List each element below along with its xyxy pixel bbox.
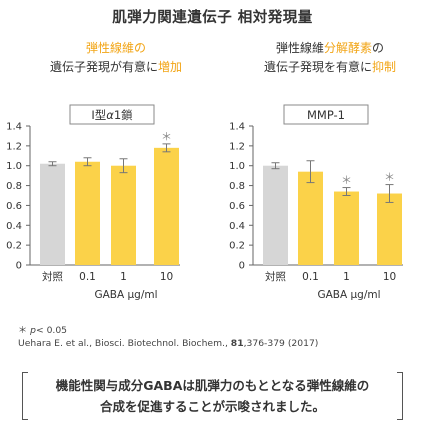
y-tick-label: 0 bbox=[239, 261, 245, 272]
y-tick-label: 0.2 bbox=[229, 241, 245, 252]
bar-gaba bbox=[298, 171, 323, 265]
x-category-label: 1 bbox=[343, 271, 350, 283]
significance-note-p: p bbox=[30, 325, 36, 336]
significance-note-symbol: ＊ bbox=[18, 325, 28, 336]
y-tick-label: 1.0 bbox=[229, 161, 245, 172]
gene-title-part: MMP-1 bbox=[307, 108, 345, 122]
citation-prefix: Uehara E. et al., Biosci. Biotechnol. Bi… bbox=[18, 338, 231, 349]
bar-gaba bbox=[111, 165, 136, 265]
chart-subtitle-segment: の bbox=[372, 41, 384, 55]
gene-title: MMP-1 bbox=[307, 108, 345, 122]
conclusion-line-1: 機能性関与成分GABAは肌弾力のもととなる弾性線維の bbox=[55, 378, 370, 393]
y-tick-label: 1.4 bbox=[229, 122, 245, 133]
citation: Uehara E. et al., Biosci. Biotechnol. Bi… bbox=[18, 338, 318, 349]
bar-control bbox=[40, 163, 65, 265]
y-tick-label: 0.4 bbox=[229, 221, 245, 232]
y-tick-label: 1.0 bbox=[6, 161, 22, 172]
left-bracket bbox=[22, 372, 28, 420]
y-tick-label: 0.4 bbox=[6, 221, 22, 232]
x-category-label: 対照 bbox=[265, 270, 286, 283]
gene-title-box bbox=[283, 104, 369, 125]
x-axis-label: GABA μg/ml bbox=[94, 289, 157, 301]
significance-marker: ＊ bbox=[341, 174, 352, 187]
gene-title-box bbox=[69, 104, 155, 125]
citation-volume: 81 bbox=[230, 338, 244, 349]
y-tick-label: 0.8 bbox=[229, 181, 245, 192]
bar-gaba bbox=[334, 191, 359, 265]
chart-subtitle-line: 遺伝子発現が有意に増加 bbox=[50, 59, 182, 74]
gene-title: I型α1鎖 bbox=[91, 108, 133, 122]
bar-gaba bbox=[154, 147, 179, 265]
chart-subtitle-segment: 弾性線維の bbox=[86, 40, 146, 55]
gene-title-part: 1鎖 bbox=[114, 108, 133, 122]
conclusion-line-2: 合成を促進することが示唆されました。 bbox=[99, 399, 325, 414]
right-bracket bbox=[397, 372, 403, 420]
chart-subtitle-segment: 増加 bbox=[158, 60, 182, 74]
bar-gaba bbox=[75, 161, 100, 265]
bar-gaba bbox=[377, 193, 402, 265]
significance-note: ＊ p< 0.05 bbox=[18, 322, 67, 336]
bar-control bbox=[263, 165, 288, 265]
y-tick-label: 0 bbox=[16, 261, 22, 272]
y-tick-label: 1.2 bbox=[229, 141, 245, 152]
charts-canvas: 弾性線維の遺伝子発現が有意に増加I型α1鎖00.20.40.60.81.01.2… bbox=[6, 40, 403, 301]
y-tick-label: 0.6 bbox=[229, 201, 245, 212]
chart-subtitle-segment: 遺伝子発現を有意に bbox=[264, 59, 372, 74]
significance-note-threshold: < 0.05 bbox=[35, 325, 68, 336]
y-tick-label: 0.6 bbox=[6, 201, 22, 212]
chart-subtitle-segment: 抑制 bbox=[372, 59, 396, 74]
chart-subtitle-line: 遺伝子発現を有意に抑制 bbox=[264, 59, 396, 74]
y-tick-label: 1.2 bbox=[6, 141, 22, 152]
conclusion-text: 機能性関与成分GABAは肌弾力のもととなる弾性線維の 合成を促進することが示唆さ… bbox=[32, 375, 393, 417]
x-category-label: 10 bbox=[160, 271, 173, 283]
significance-marker: ＊ bbox=[161, 130, 172, 143]
x-category-label: 0.1 bbox=[302, 271, 319, 283]
gene-title-part: I型 bbox=[91, 108, 106, 122]
x-axis-label: GABA μg/ml bbox=[317, 289, 380, 301]
y-tick-label: 0.8 bbox=[6, 181, 22, 192]
chart-subtitle-segment: 弾性線維 bbox=[276, 40, 324, 55]
x-category-label: 対照 bbox=[42, 270, 63, 283]
gene-title-part: α bbox=[106, 108, 114, 122]
citation-pages: ,376-379 (2017) bbox=[243, 338, 319, 349]
chart-subtitle-segment: 遺伝子発現が有意に bbox=[50, 59, 158, 74]
chart-subtitle-line: 弾性線維分解酵素の bbox=[276, 40, 384, 55]
y-tick-label: 1.4 bbox=[6, 122, 22, 133]
page-title: 肌弾力関連遺伝子 相対発現量 bbox=[112, 10, 313, 26]
x-category-label: 10 bbox=[383, 271, 396, 283]
x-category-label: 0.1 bbox=[79, 271, 96, 283]
significance-marker: ＊ bbox=[384, 171, 395, 184]
chart-subtitle-line: 弾性線維の bbox=[86, 40, 146, 55]
chart-panel-2: 弾性線維分解酵素の遺伝子発現を有意に抑制MMP-100.20.40.60.81.… bbox=[229, 40, 403, 301]
chart-subtitle-segment: 分解酵素 bbox=[324, 41, 372, 55]
conclusion-box: 機能性関与成分GABAは肌弾力のもととなる弾性線維の 合成を促進することが示唆さ… bbox=[22, 372, 403, 420]
y-tick-label: 0.2 bbox=[6, 241, 22, 252]
x-category-label: 1 bbox=[120, 271, 127, 283]
